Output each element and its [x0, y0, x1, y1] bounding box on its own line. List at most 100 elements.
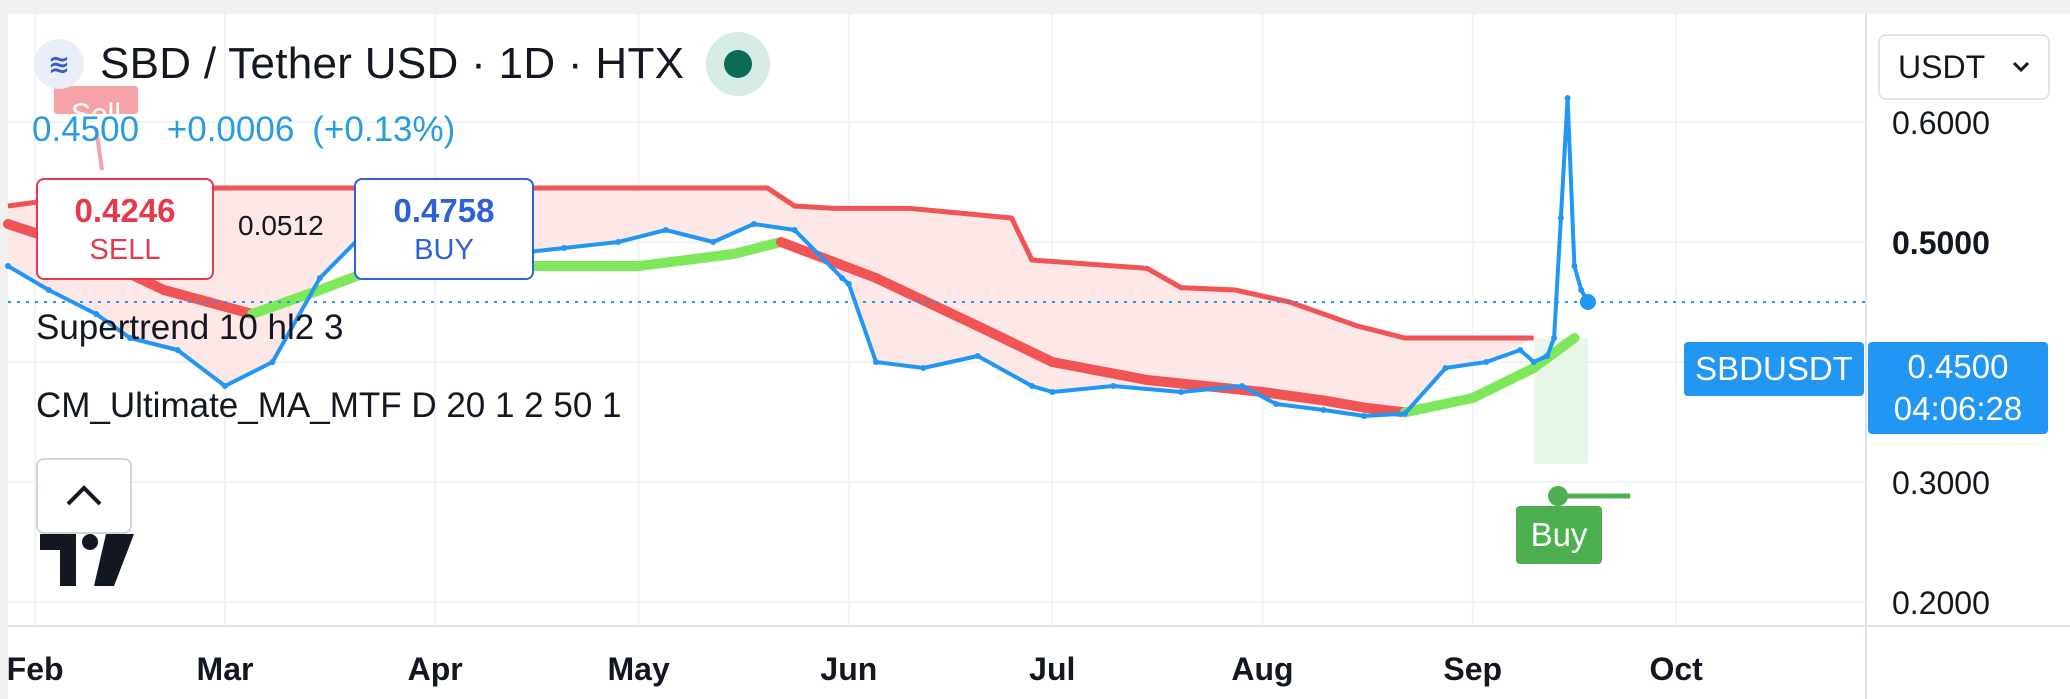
buy-label: BUY: [414, 234, 474, 266]
price-point: [561, 245, 568, 251]
price-point: [662, 227, 669, 233]
ma-segment: [1528, 333, 1580, 373]
ma-segment: [1142, 375, 1268, 397]
sell-signal-marker: [54, 86, 138, 114]
ma-segment: [1257, 387, 1329, 406]
ma-segment: [728, 237, 787, 259]
top-frame: [0, 0, 2070, 14]
currency-select[interactable]: USDT: [1878, 34, 2050, 100]
price-point: [750, 221, 757, 227]
price-point: [1557, 215, 1564, 221]
last-price-tag-value: 0.4500: [1907, 348, 2009, 385]
price-point: [1361, 413, 1368, 419]
last-price-tag: 0.4500 04:06:28: [1868, 342, 2048, 434]
spread-value: 0.0512: [238, 210, 324, 241]
ma-segment: [972, 321, 1058, 367]
price-point: [1578, 287, 1585, 293]
symbol-title[interactable]: SBD / Tether USD · 1D · HTX: [100, 39, 685, 88]
price-point: [45, 287, 52, 293]
price-point: [269, 359, 276, 365]
x-tick-label: Sep: [1443, 651, 1502, 687]
sell-button[interactable]: 0.4246 SELL: [36, 178, 214, 280]
chevron-up-icon: [66, 485, 102, 506]
y-tick-label: 0.5000: [1892, 225, 1990, 261]
price-point: [839, 275, 846, 281]
ma-segment: [1318, 395, 1370, 413]
left-frame: [0, 0, 8, 699]
price-point: [1110, 383, 1117, 389]
buy-signal-marker: Buy: [1516, 506, 1602, 564]
ma-segment: [1467, 363, 1539, 403]
x-tick-label: Aug: [1231, 651, 1293, 687]
y-tick-label: 0.3000: [1892, 465, 1990, 501]
collapse-legend-button[interactable]: [36, 458, 132, 534]
price-point: [221, 383, 228, 389]
ma-segment: [1047, 357, 1153, 385]
price-point: [316, 275, 323, 281]
price-point: [1320, 407, 1327, 413]
y-tick-label: 0.6000: [1892, 105, 1990, 141]
indicator-supertrend-label[interactable]: Supertrend 10 hl2 3: [36, 308, 344, 347]
price-point: [1028, 383, 1035, 389]
price-point: [791, 227, 798, 233]
last-price: 0.4500: [32, 110, 140, 149]
price-point: [1571, 263, 1578, 269]
indicator-cm-ma-label[interactable]: CM_Ultimate_MA_MTF D 20 1 2 50 1: [36, 386, 622, 425]
x-tick-label: Feb: [7, 651, 64, 687]
x-tick-label: May: [608, 651, 670, 687]
x-tick-label: Mar: [197, 651, 254, 687]
price-point: [93, 311, 100, 317]
price-point: [1401, 410, 1408, 417]
chevron-down-icon: [2012, 61, 2030, 73]
x-tick-label: Apr: [408, 651, 463, 687]
x-tick-label: Jul: [1029, 651, 1075, 687]
price-point: [615, 239, 622, 245]
currency-select-value: USDT: [1898, 48, 1986, 85]
price-point: [5, 263, 11, 269]
price-point: [1483, 359, 1490, 365]
sell-signal-stem: [94, 127, 104, 171]
price-point: [710, 239, 717, 245]
price-point: [1442, 365, 1449, 371]
buy-price: 0.4758: [393, 192, 495, 229]
price-point: [1564, 95, 1571, 101]
price-point: [1551, 335, 1558, 341]
price-point: [174, 347, 181, 353]
price-change-pct: (+0.13%): [312, 110, 456, 149]
market-open-dot: [724, 50, 753, 78]
price-change: +0.0006: [166, 110, 295, 149]
price-point: [1049, 389, 1056, 395]
price-point: [1178, 389, 1185, 395]
price-point: [1517, 347, 1524, 353]
price-point: [1273, 401, 1280, 407]
tradingview-logo[interactable]: [40, 534, 136, 586]
price-point: [1530, 359, 1537, 365]
symbol-price-tag: SBDUSDT: [1684, 342, 1864, 396]
price-point: [1544, 353, 1551, 359]
price-point: [1239, 383, 1246, 389]
price-change-row: 0.4500 +0.0006 (+0.13%): [32, 110, 473, 150]
market-status-icon[interactable]: [706, 32, 771, 96]
buy-button[interactable]: 0.4758 BUY: [354, 178, 534, 280]
x-tick-label: Jun: [820, 651, 877, 687]
ma-segment: [776, 237, 881, 283]
price-point: [872, 359, 879, 365]
sell-price: 0.4246: [74, 192, 176, 229]
ma-segment: [633, 249, 739, 271]
ma-segment: [1359, 402, 1410, 418]
sell-signal-label: Sell: [71, 98, 121, 131]
steem-logo-icon: ≋: [34, 39, 84, 89]
y-tick-label: 0.2000: [1892, 585, 1990, 621]
price-point: [920, 365, 927, 371]
price-line: [6, 96, 1590, 418]
price-point: [127, 335, 134, 341]
price-point: [845, 281, 852, 287]
ma-segment: [1399, 393, 1478, 418]
x-tick-label: Oct: [1649, 651, 1703, 687]
supertrend-line: [7, 185, 1534, 341]
buy-signal-dot: [1548, 486, 1568, 506]
supertrend-fill: [8, 188, 1534, 416]
bar-countdown: 04:06:28: [1893, 390, 2023, 427]
sell-label: SELL: [89, 234, 161, 266]
